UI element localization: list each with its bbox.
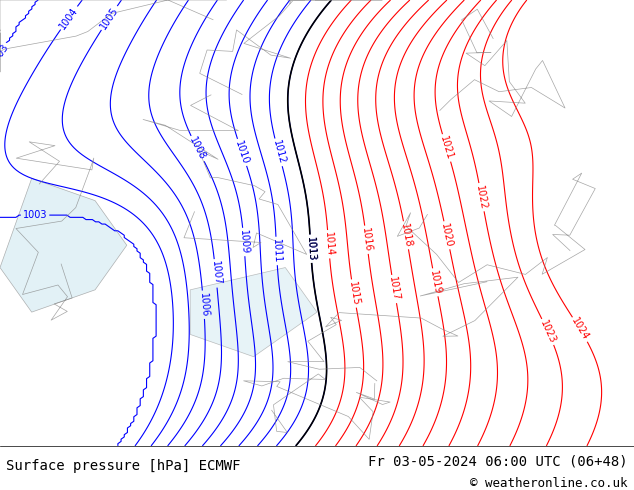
Text: 1010: 1010: [233, 139, 250, 166]
Text: 1011: 1011: [271, 239, 282, 264]
Text: 1008: 1008: [188, 135, 207, 162]
Text: 1005: 1005: [98, 5, 120, 31]
Text: 1019: 1019: [428, 270, 443, 295]
Text: 1009: 1009: [238, 229, 250, 255]
Text: 1022: 1022: [474, 184, 489, 210]
Text: 1018: 1018: [399, 222, 413, 248]
Text: 1020: 1020: [439, 222, 455, 248]
Text: Surface pressure [hPa] ECMWF: Surface pressure [hPa] ECMWF: [6, 459, 241, 473]
Text: 1007: 1007: [209, 261, 222, 286]
Text: 1013: 1013: [305, 236, 316, 261]
Text: 1003: 1003: [0, 41, 11, 67]
Text: 1006: 1006: [198, 292, 209, 318]
Text: 1017: 1017: [387, 276, 401, 302]
Text: 1004: 1004: [58, 5, 80, 31]
Text: 1021: 1021: [438, 135, 455, 161]
Text: 1024: 1024: [569, 316, 591, 343]
Polygon shape: [190, 268, 317, 357]
Text: 1023: 1023: [538, 318, 558, 345]
Text: 1003: 1003: [23, 210, 48, 220]
Text: Fr 03-05-2024 06:00 UTC (06+48): Fr 03-05-2024 06:00 UTC (06+48): [368, 454, 628, 468]
Polygon shape: [0, 178, 127, 312]
Text: 1013: 1013: [305, 236, 316, 261]
Text: 1015: 1015: [347, 281, 361, 307]
Text: © weatheronline.co.uk: © weatheronline.co.uk: [470, 477, 628, 490]
Text: 1012: 1012: [271, 139, 287, 166]
Text: 1014: 1014: [323, 232, 335, 257]
Text: 1016: 1016: [360, 227, 373, 252]
